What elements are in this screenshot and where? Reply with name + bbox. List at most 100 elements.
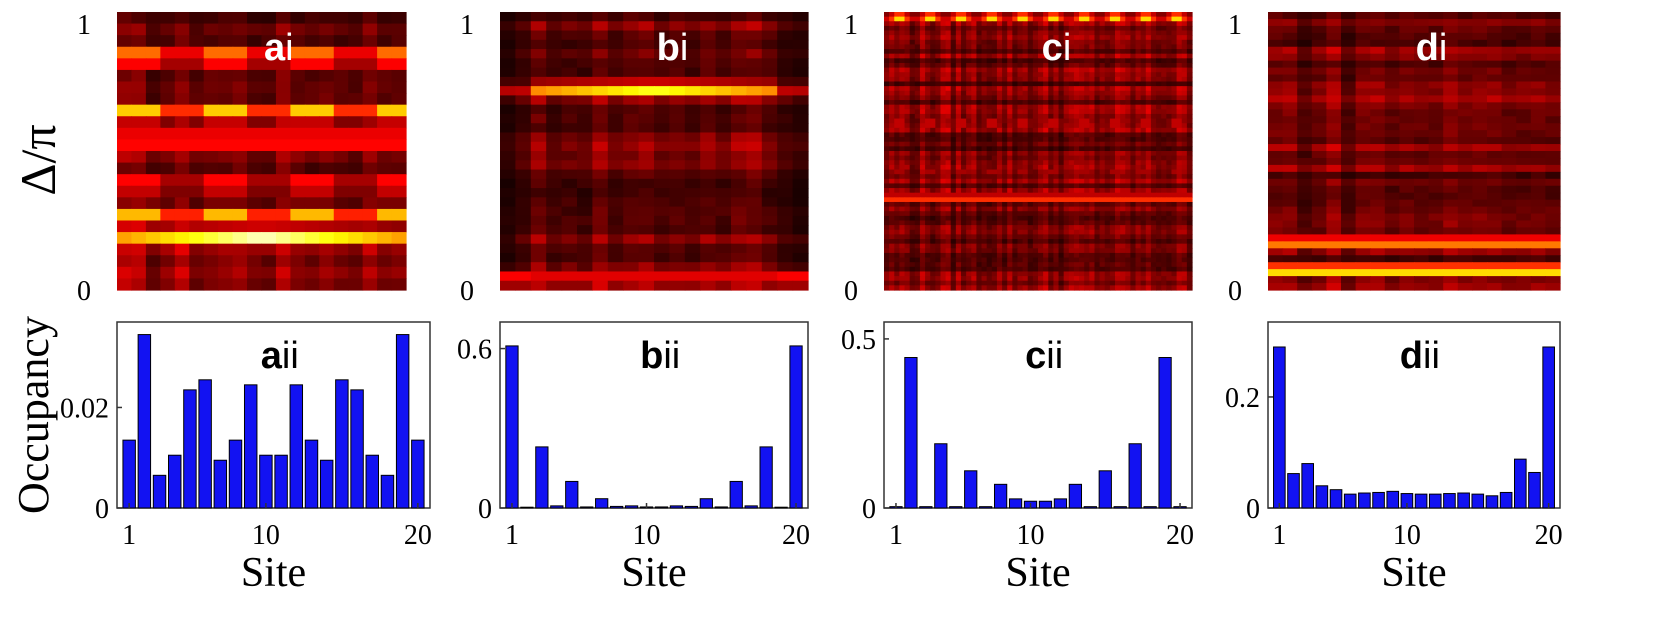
heatmap-cell xyxy=(319,12,335,25)
heatmap-cell xyxy=(950,44,957,50)
heatmap-cell xyxy=(1443,12,1459,20)
heatmap-cell xyxy=(950,86,957,92)
heatmap-cell xyxy=(981,127,988,134)
heatmap-cell xyxy=(1115,248,1121,254)
heatmap-cell xyxy=(247,58,263,71)
heatmap-cell xyxy=(1140,49,1147,55)
heatmap-cell xyxy=(1068,234,1075,240)
heatmap-cell xyxy=(1032,113,1039,120)
heatmap-cell xyxy=(261,139,277,152)
heatmap-cell xyxy=(894,178,900,185)
heatmap-cell xyxy=(914,201,921,208)
heatmap-cell xyxy=(894,90,900,96)
heatmap-cell xyxy=(976,197,983,203)
heatmap-cell xyxy=(1089,16,1096,22)
heatmap-cell xyxy=(1109,229,1116,235)
heatmap-cell xyxy=(700,95,717,106)
heatmap-cell xyxy=(1161,25,1167,32)
heatmap-cell xyxy=(1516,39,1532,48)
heatmap-cell xyxy=(966,137,972,143)
heatmap-cell xyxy=(1038,174,1044,180)
heatmap-cell xyxy=(333,58,349,71)
heatmap-cell xyxy=(1181,132,1188,138)
heatmap-cell xyxy=(530,95,547,106)
heatmap-cell xyxy=(894,132,900,138)
heatmap-cell xyxy=(1156,178,1162,185)
heatmap-cell xyxy=(218,12,234,25)
heatmap-cell xyxy=(966,266,972,273)
heatmap-cell xyxy=(1022,239,1029,245)
heatmap-cell xyxy=(1530,32,1546,41)
heatmap-cell xyxy=(919,62,926,69)
heatmap-cell xyxy=(899,169,906,175)
heatmap-cell xyxy=(1063,151,1070,157)
heatmap-cell xyxy=(894,113,900,120)
heatmap-cell xyxy=(1038,220,1044,226)
heatmap-cell xyxy=(1017,174,1024,180)
heatmap-cell xyxy=(777,178,794,189)
heatmap-cell xyxy=(1017,285,1024,291)
heatmap-cell xyxy=(909,118,916,124)
heatmap-cell xyxy=(1176,229,1183,235)
heatmap-cell xyxy=(991,86,998,92)
heatmap-cell xyxy=(700,123,717,134)
heatmap-cell xyxy=(377,127,393,141)
heatmap-cell xyxy=(1166,49,1173,55)
heatmap-cell xyxy=(1414,53,1430,62)
heatmap-cell xyxy=(1002,160,1008,166)
heatmap-cell xyxy=(654,76,670,87)
heatmap-cell xyxy=(889,67,895,73)
heatmap-cell xyxy=(1002,271,1008,277)
heatmap-cell xyxy=(1007,53,1013,59)
heatmap-cell xyxy=(1171,252,1178,259)
heatmap-cell xyxy=(955,266,962,273)
heatmap-cell xyxy=(654,234,670,245)
heatmap-cell xyxy=(654,113,670,124)
heatmap-cell xyxy=(904,72,911,78)
heatmap-cell xyxy=(232,69,248,83)
heatmap-cell xyxy=(546,39,563,50)
heatmap-cell xyxy=(1501,81,1517,90)
heatmap-cell xyxy=(950,109,957,115)
heatmap-cell xyxy=(117,93,133,106)
heatmap-cell xyxy=(976,12,983,18)
heatmap-cell xyxy=(1186,118,1193,124)
heatmap-cell xyxy=(1171,86,1178,92)
heatmap-cell xyxy=(1156,62,1162,69)
heatmap-cell xyxy=(1156,197,1162,203)
heatmap-cell xyxy=(935,21,942,27)
heatmap-cell xyxy=(1027,257,1034,263)
heatmap-cell xyxy=(1048,155,1054,161)
heatmap-cell xyxy=(1094,62,1101,69)
heatmap-cell xyxy=(1068,113,1075,120)
heatmap-cell xyxy=(1130,146,1137,152)
heatmap-cell xyxy=(1063,192,1070,198)
heatmap-cell xyxy=(919,280,926,286)
heatmap-cell xyxy=(945,16,952,22)
heatmap-cell xyxy=(515,76,532,87)
heatmap-cell xyxy=(1399,81,1415,90)
heatmap-cell xyxy=(623,197,640,208)
heatmap-cell xyxy=(950,113,957,120)
heatmap-cell xyxy=(955,113,962,120)
heatmap-cell xyxy=(1140,90,1147,96)
heatmap-cell xyxy=(986,201,993,208)
heatmap-cell xyxy=(1099,164,1106,171)
heatmap-cell xyxy=(976,155,983,161)
heatmap-cell xyxy=(1161,225,1167,231)
heatmap-cell xyxy=(1032,266,1039,273)
heatmap-cell xyxy=(971,44,977,50)
heatmap-cell xyxy=(935,225,942,231)
heatmap-cell xyxy=(1027,220,1034,226)
heatmap-cell xyxy=(777,197,794,208)
heatmap-cell xyxy=(1120,229,1126,235)
heatmap-cell xyxy=(1058,174,1065,180)
heatmap-cell xyxy=(1161,132,1167,138)
heatmap-cell xyxy=(955,16,962,22)
heatmap-cell xyxy=(333,162,349,175)
heatmap-cell xyxy=(909,12,916,18)
heatmap-cell xyxy=(319,185,335,198)
heatmap-cell xyxy=(1073,127,1080,134)
heatmap-cell xyxy=(1297,81,1313,90)
heatmap-cell xyxy=(189,127,205,141)
